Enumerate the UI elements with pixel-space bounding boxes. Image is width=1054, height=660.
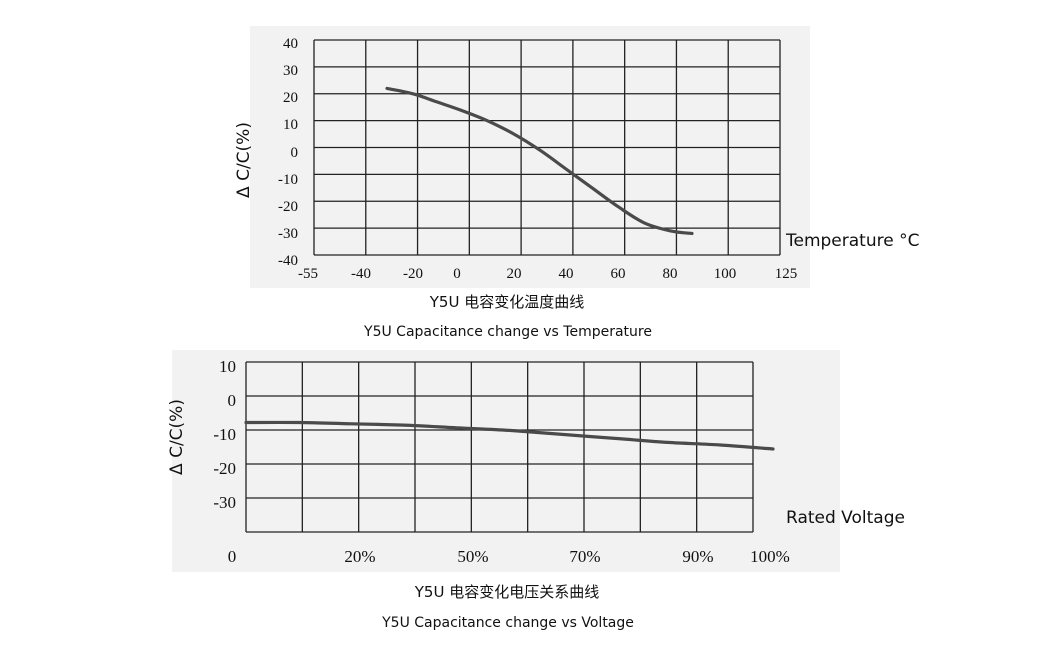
chart1-y-tick-label: 10 [283, 117, 298, 133]
chart1-y-tick-label: 30 [283, 63, 298, 79]
chart2-y-ticks: 10 0 -10 -20 -30 [213, 357, 236, 512]
chart1-caption-en: Y5U Capacitance change vs Temperature [363, 324, 652, 340]
chart2-background [172, 350, 840, 572]
chart1-series-line [385, 86, 694, 236]
chart1-x-tick-label: -20 [403, 266, 423, 282]
chart2-caption-en: Y5U Capacitance change vs Voltage [381, 615, 634, 631]
chart2-x-tick-label: 20% [344, 547, 375, 566]
chart1-x-tick-label: 100 [714, 266, 737, 282]
chart2-series-line [244, 420, 775, 451]
chart1-caption-cn: Y5U 电容变化温度曲线 [429, 293, 584, 311]
chart1-y-tick-label: -30 [278, 226, 298, 242]
chart1-x-axis-label: Temperature °C [785, 231, 919, 251]
chart2-caption-cn: Y5U 电容变化电压关系曲线 [414, 583, 599, 601]
chart1-x-tick-label: 40 [559, 266, 574, 282]
chart1-grid [313, 39, 781, 256]
chart2-x-tick-label: 90% [682, 547, 713, 566]
chart2-y-axis-label: Δ C/C(%) [167, 399, 187, 475]
chart1-y-tick-label: 20 [283, 90, 298, 106]
chart2-x-tick-label: 70% [569, 547, 600, 566]
voltage-chart: 100-10-20-30 0 20% 50% 70% 90% 100% Δ C/C(%) … [167, 350, 905, 631]
chart1-y-tick-label: -20 [278, 199, 298, 215]
chart1-x-tick-label: 20 [507, 266, 522, 282]
chart1-y-tick-label: 40 [283, 36, 298, 52]
chart2-y-tick-label: -10 [213, 425, 236, 444]
chart2-x-axis-label: Rated Voltage [786, 508, 905, 528]
chart2-x-ticks: 0 20% 50% 70% 90% 100% [228, 547, 790, 566]
chart2-x-tick-label: 100% [750, 547, 790, 566]
chart1-x-tick-label: 80 [663, 266, 678, 282]
chart1-y-axis-label: Δ C/C(%) [234, 122, 254, 198]
chart1-x-ticks: -55 -40 -20 0 20 40 60 80 100 125 [298, 266, 797, 282]
chart2-x-tick-label: 0 [228, 547, 237, 566]
chart1-y-tick-label: -10 [278, 172, 298, 188]
chart2-grid [245, 361, 754, 533]
chart1-x-tick-label: -55 [298, 266, 318, 282]
chart2-y-tick-label: -30 [213, 493, 236, 512]
chart1-x-tick-label: 0 [453, 266, 461, 282]
chart1-y-ticks: 40 30 20 10 0 -10 -20 -30 -40 [278, 36, 298, 269]
chart2-y-tick-label: 10 [219, 357, 236, 376]
chart1-x-tick-label: -40 [351, 266, 371, 282]
chart2-y-tick-label: -20 [213, 459, 236, 478]
chart1-y-tick-label: 0 [291, 145, 299, 161]
chart2-y-tick-label: 0 [228, 391, 237, 410]
chart2-x-tick-label: 50% [457, 547, 488, 566]
chart1-x-tick-label: 60 [611, 266, 626, 282]
chart1-y-tick-label: -40 [278, 253, 298, 269]
chart1-x-tick-label: 125 [775, 266, 798, 282]
chart1-background [250, 26, 810, 288]
